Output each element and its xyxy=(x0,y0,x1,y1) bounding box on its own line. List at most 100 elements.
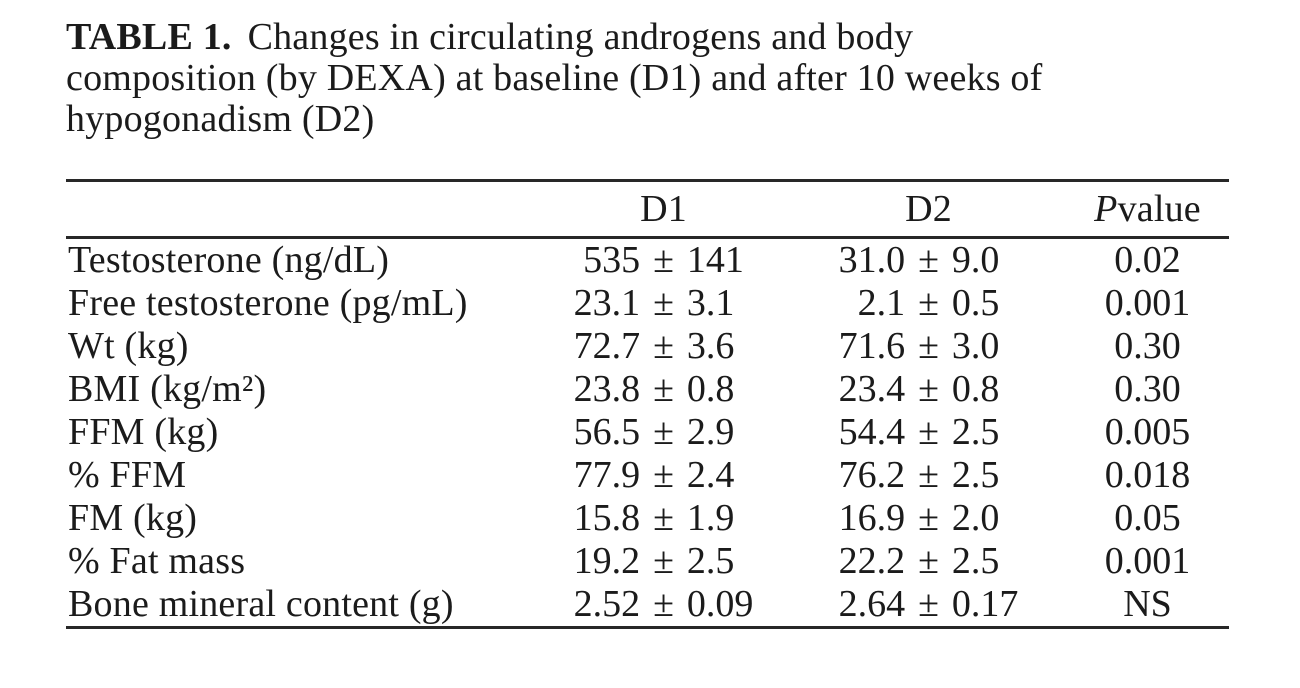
d1-sd: 3.1 xyxy=(686,282,735,324)
d2-sd: 0.17 xyxy=(951,583,1019,625)
column-header-empty xyxy=(66,182,536,239)
p-value: 0.02 xyxy=(1114,239,1181,281)
plus-minus: ± xyxy=(653,454,674,496)
d1-value-cell: 535 ±141 xyxy=(536,239,791,282)
table-caption: TABLE 1. Changes in circulating androgens… xyxy=(66,17,1229,140)
p-value: 0.001 xyxy=(1104,282,1191,324)
p-value: 0.018 xyxy=(1104,454,1191,496)
plus-minus: ± xyxy=(653,368,674,410)
d1-mean: 2.52 xyxy=(573,583,641,625)
table-block: TABLE 1. Changes in circulating androgens… xyxy=(66,0,1229,629)
d1-sd: 141 xyxy=(686,239,744,281)
row-label: FFM (kg) xyxy=(68,411,219,453)
plus-minus: ± xyxy=(918,540,939,582)
d1-value-cell: 15.8 ±1.9 xyxy=(536,497,791,540)
p-symbol: P xyxy=(1094,188,1118,230)
plus-minus: ± xyxy=(653,282,674,324)
d2-value-cell: 54.4 ±2.5 xyxy=(791,411,1066,454)
caption-text-3: hypogonadism (D2) xyxy=(66,98,375,140)
d2-sd: 0.8 xyxy=(951,368,1000,410)
column-header-d2: D2 xyxy=(791,182,1066,239)
row-label: % FFM xyxy=(68,454,187,496)
d2-sd: 3.0 xyxy=(951,325,1000,367)
d2-value-cell: 23.4 ±0.8 xyxy=(791,368,1066,411)
p-value: NS xyxy=(1123,583,1172,625)
row-label: Bone mineral content (g) xyxy=(68,583,454,625)
row-label: % Fat mass xyxy=(68,540,246,582)
plus-minus: ± xyxy=(918,368,939,410)
caption-text-1: Changes in circulating androgens and bod… xyxy=(247,16,914,58)
d1-mean: 23.8 xyxy=(573,368,641,410)
d1-sd: 2.9 xyxy=(686,411,735,453)
plus-minus: ± xyxy=(918,282,939,324)
caption-line-1: TABLE 1. Changes in circulating androgens… xyxy=(66,17,1229,58)
d2-mean: 2.64 xyxy=(838,583,906,625)
plus-minus: ± xyxy=(653,325,674,367)
row-label: Free testosterone (pg/mL) xyxy=(68,282,468,324)
d2-value-cell: 76.2 ±2.5 xyxy=(791,454,1066,497)
plus-minus: ± xyxy=(918,497,939,539)
d2-mean: 16.9 xyxy=(838,497,906,539)
d1-sd: 1.9 xyxy=(686,497,735,539)
d2-mean: 76.2 xyxy=(838,454,906,496)
p-value: 0.005 xyxy=(1104,411,1191,453)
table-number-label: TABLE 1. xyxy=(66,16,232,58)
row-label: Wt (kg) xyxy=(68,325,189,367)
plus-minus: ± xyxy=(918,454,939,496)
d1-value-cell: 23.1 ±3.1 xyxy=(536,282,791,325)
d2-value-cell: 22.2 ±2.5 xyxy=(791,540,1066,583)
caption-line-2: composition (by DEXA) at baseline (D1) a… xyxy=(66,58,1229,99)
d1-mean: 56.5 xyxy=(573,411,641,453)
d2-sd: 2.5 xyxy=(951,454,1000,496)
plus-minus: ± xyxy=(653,411,674,453)
d2-mean: 23.4 xyxy=(838,368,906,410)
p-value: 0.30 xyxy=(1114,368,1181,410)
d1-mean: 15.8 xyxy=(573,497,641,539)
column-header-d1: D1 xyxy=(536,182,791,239)
d2-sd: 0.5 xyxy=(951,282,1000,324)
plus-minus: ± xyxy=(653,497,674,539)
d1-value-cell: 23.8 ±0.8 xyxy=(536,368,791,411)
plus-minus: ± xyxy=(918,583,939,625)
d1-mean: 77.9 xyxy=(573,454,641,496)
d1-sd: 3.6 xyxy=(686,325,735,367)
row-label: BMI (kg/m²) xyxy=(68,368,267,410)
plus-minus: ± xyxy=(653,583,674,625)
d1-value-cell: 56.5 ±2.9 xyxy=(536,411,791,454)
d2-value-cell: 2.1 ±0.5 xyxy=(791,282,1066,325)
d1-sd: 2.4 xyxy=(686,454,735,496)
caption-line-3: hypogonadism (D2) xyxy=(66,99,1229,140)
d1-value-cell: 2.52 ±0.09 xyxy=(536,583,791,626)
d2-mean: 31.0 xyxy=(838,239,906,281)
d2-mean: 54.4 xyxy=(838,411,906,453)
d1-value-cell: 72.7 ±3.6 xyxy=(536,325,791,368)
d2-sd: 9.0 xyxy=(951,239,1000,281)
d2-sd: 2.5 xyxy=(951,411,1000,453)
d2-value-cell: 31.0 ±9.0 xyxy=(791,239,1066,282)
d1-sd: 0.09 xyxy=(686,583,754,625)
d1-mean: 535 xyxy=(583,239,641,281)
d1-value-cell: 19.2 ±2.5 xyxy=(536,540,791,583)
plus-minus: ± xyxy=(918,411,939,453)
d2-mean: 22.2 xyxy=(838,540,906,582)
d1-mean: 72.7 xyxy=(573,325,641,367)
d1-sd: 2.5 xyxy=(686,540,735,582)
p-value: 0.001 xyxy=(1104,540,1191,582)
p-value: 0.05 xyxy=(1114,497,1181,539)
plus-minus: ± xyxy=(653,239,674,281)
plus-minus: ± xyxy=(653,540,674,582)
d1-mean: 23.1 xyxy=(573,282,641,324)
d1-value-cell: 77.9 ±2.4 xyxy=(536,454,791,497)
p-value: 0.30 xyxy=(1114,325,1181,367)
data-table: D1 D2 P value Testosterone (ng/dL) 535 ±1… xyxy=(66,179,1229,629)
p-value-word: value xyxy=(1117,188,1201,230)
d2-sd: 2.5 xyxy=(951,540,1000,582)
plus-minus: ± xyxy=(918,239,939,281)
plus-minus: ± xyxy=(918,325,939,367)
d2-value-cell: 71.6 ±3.0 xyxy=(791,325,1066,368)
d2-sd: 2.0 xyxy=(951,497,1000,539)
d2-mean: 2.1 xyxy=(857,282,906,324)
column-header-p-value: P value xyxy=(1066,182,1229,239)
caption-text-2: composition (by DEXA) at baseline (D1) a… xyxy=(66,57,1043,99)
